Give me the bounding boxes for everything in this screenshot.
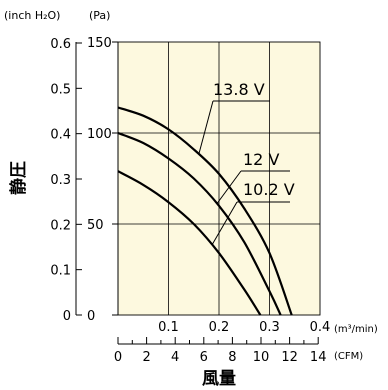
series-13-8-v-leader-line: [198, 100, 214, 155]
inch-tick-label: 0.3: [50, 173, 71, 188]
axes: [75, 41, 319, 345]
unit-right-label: (Pa): [89, 9, 110, 22]
series-10-2-v-curve: [117, 170, 262, 316]
m3min-tick-label: 0.2: [209, 320, 230, 335]
inch-tick-label: 0.6: [50, 37, 71, 52]
cfm-tick-label: 4: [171, 350, 179, 365]
cfm-tick-label: 8: [228, 350, 236, 365]
inch-tick-label: 0.1: [50, 264, 71, 279]
series-10-2-v-label: 10.2 V: [243, 180, 295, 199]
cfm-tick-label: 0: [114, 350, 122, 365]
series-13-8-v-label: 13.8 V: [213, 80, 265, 99]
inch-tick-label: 0: [63, 309, 71, 324]
pa-tick-label: 100: [87, 127, 112, 142]
series-13-8-v-curve: [117, 106, 293, 316]
series-curves: [117, 106, 293, 316]
cfm-tick-label: 2: [142, 350, 150, 365]
inch-tick-label: 0.5: [50, 82, 71, 97]
pa-tick-label: 50: [87, 218, 104, 233]
inch-tick-label: 0.2: [50, 218, 71, 233]
series-10-2-v-leader-line: [211, 201, 238, 246]
inch-tick-label: 0.4: [50, 128, 71, 143]
grid-lines: [117, 41, 321, 316]
x-unit-top-label: (m³/min): [334, 324, 378, 335]
x-unit-bottom-label: (CFM): [334, 351, 363, 362]
m3min-tick-label: 0.3: [259, 320, 280, 335]
cfm-tick-label: 10: [253, 350, 270, 365]
m3min-tick-label: 0.4: [310, 320, 331, 335]
cfm-tick-label: 14: [310, 350, 327, 365]
cfm-tick-label: 6: [200, 350, 208, 365]
y-axis-title: 静圧: [8, 161, 29, 195]
series-12-v-curve: [117, 131, 282, 316]
series-12-v-label: 12 V: [243, 150, 279, 169]
m3min-tick-label: 0.1: [158, 320, 179, 335]
pa-tick-label: 150: [87, 36, 112, 51]
series-12-v-leader-line: [216, 170, 242, 204]
pa-tick-label: 0: [87, 309, 95, 324]
cfm-tick-label: 12: [281, 350, 298, 365]
series-labels: 13.8 V 12 V 10.2 V: [198, 80, 295, 246]
unit-left-label: (inch H₂O): [4, 9, 60, 22]
x-axis-title: 風量: [202, 368, 236, 389]
